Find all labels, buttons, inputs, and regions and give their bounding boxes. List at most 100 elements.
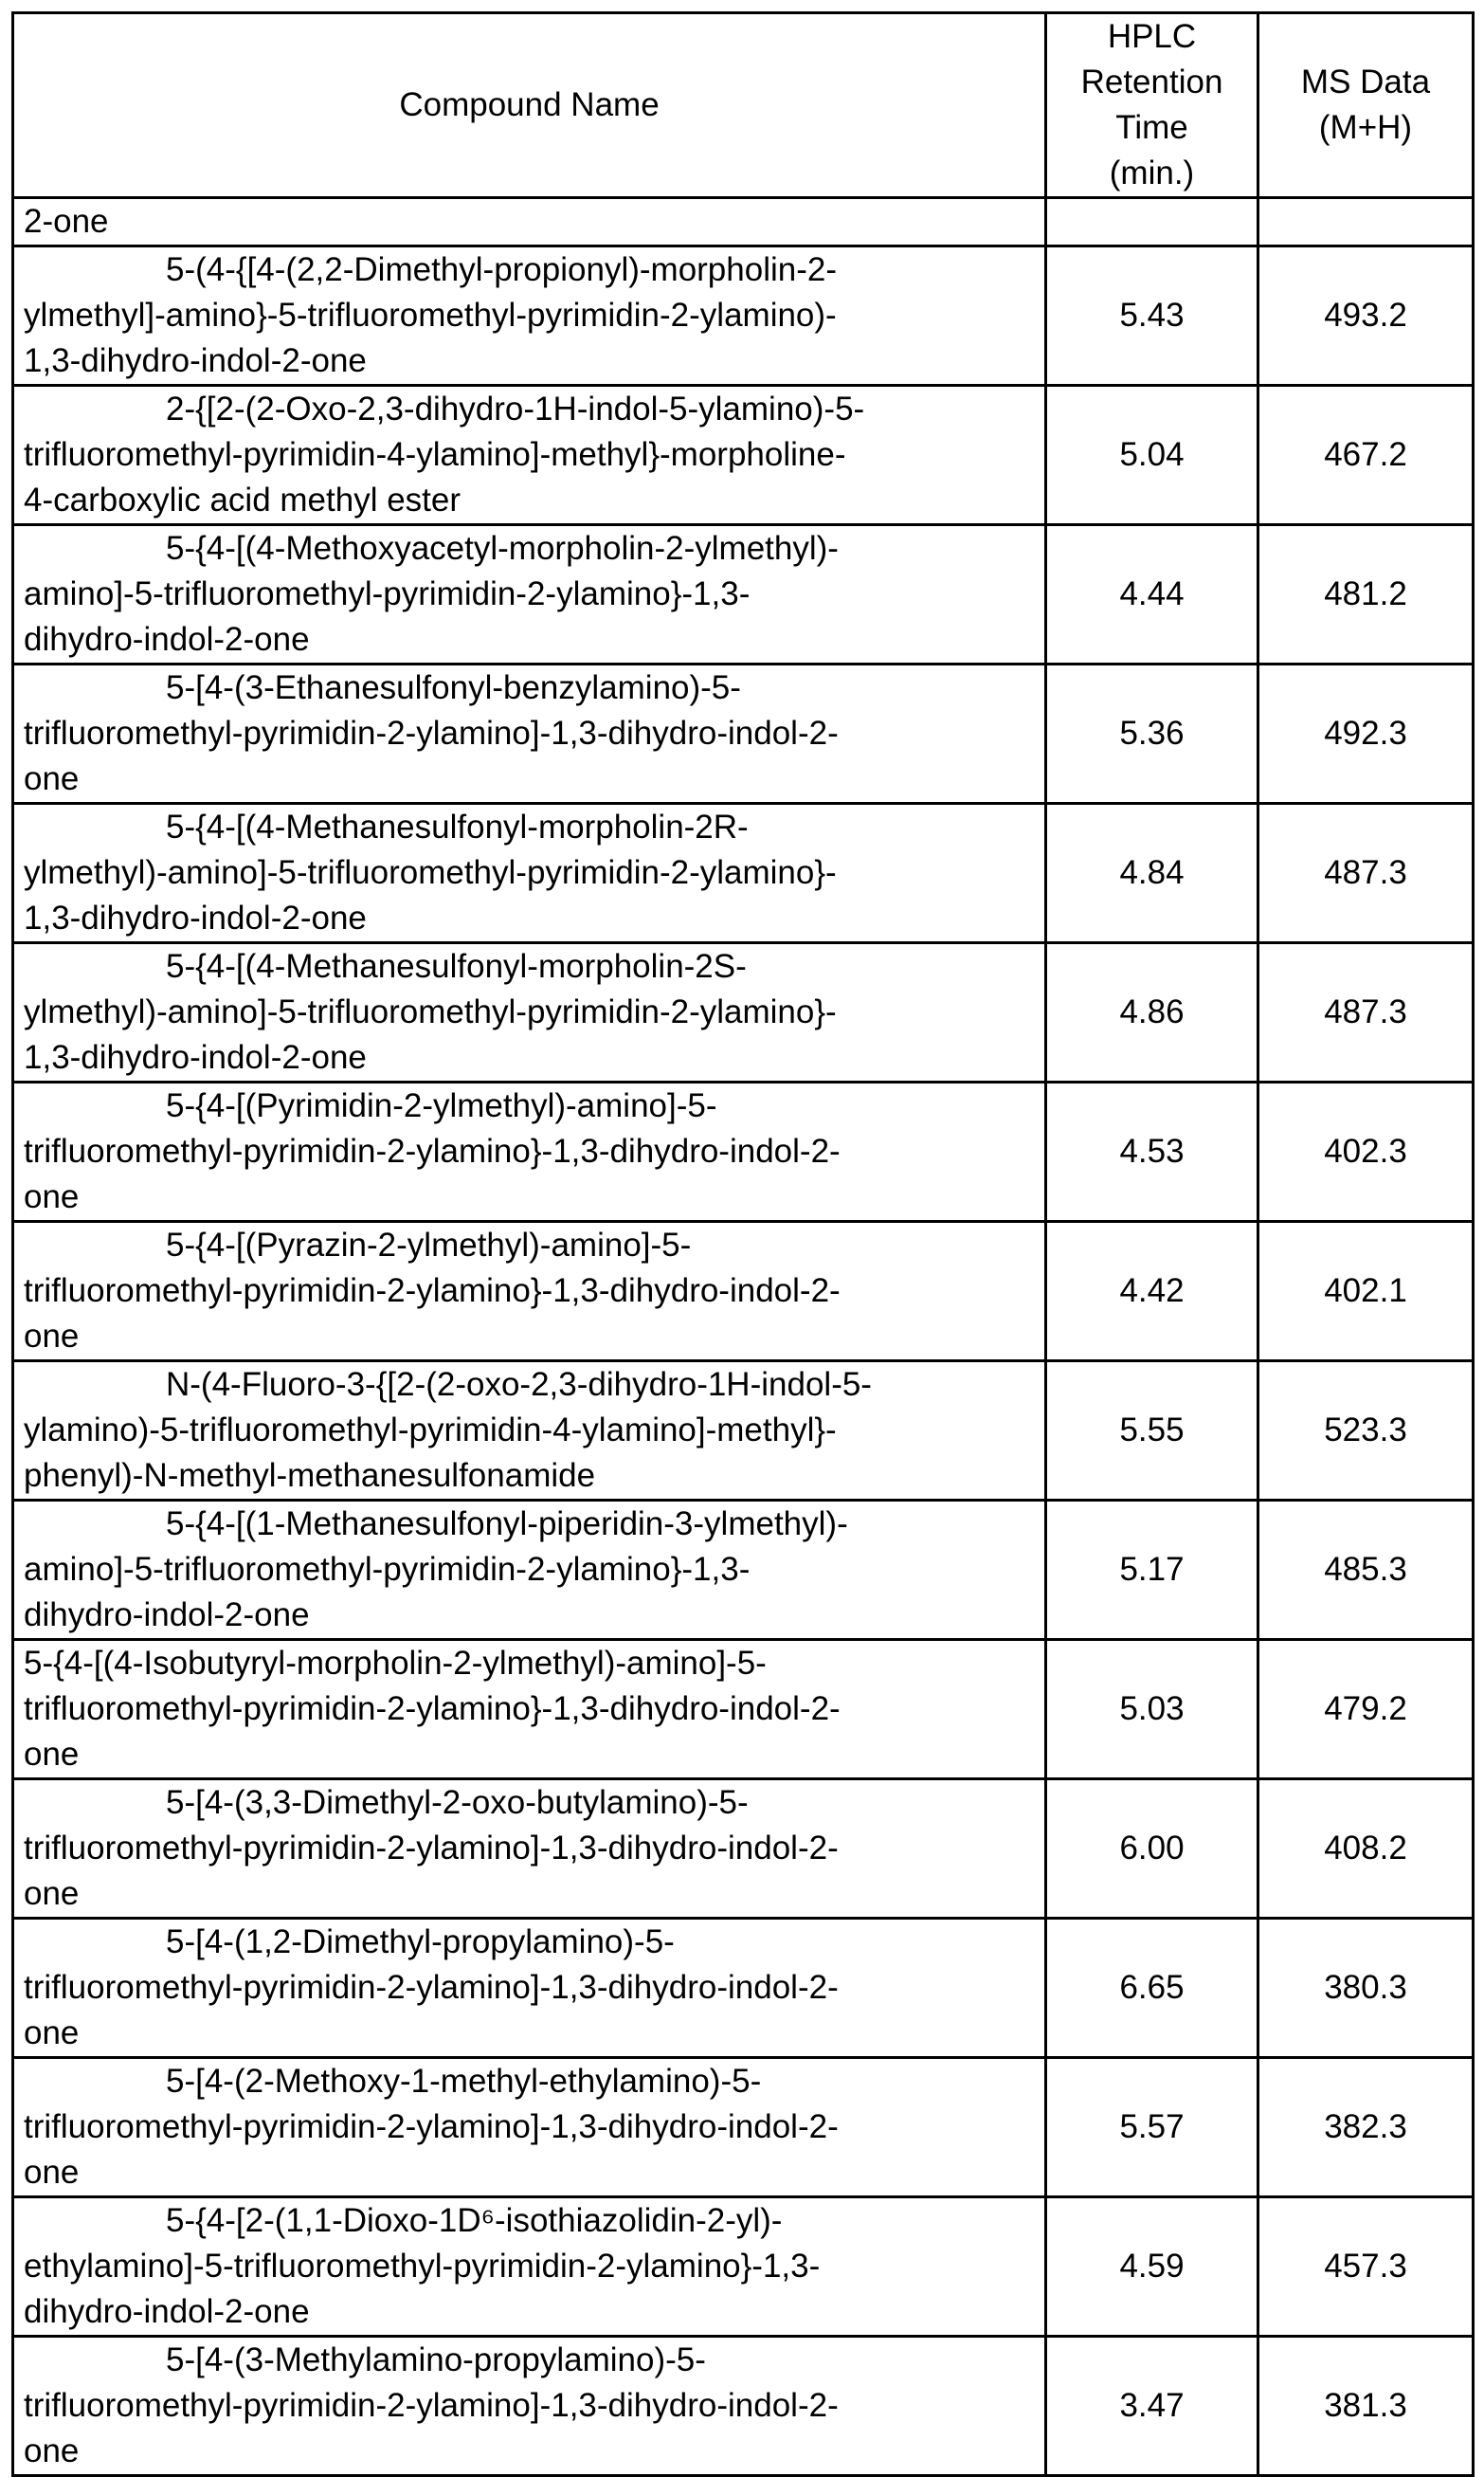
table-row: 5-{4-[(4-Methoxyacetyl-morpholin-2-ylmet… [13,525,1474,665]
compound-name-line: 5-{4-[2-(1,1-Dioxo-1D⁶-isothiazolidin-2-… [24,2198,1037,2244]
compound-name-line: 5-[4-(1,2-Dimethyl-propylamino)-5- [24,1920,1037,1965]
header-hplc-line: (min.) [1055,151,1249,196]
table-row: 5-{4-[(1-Methanesulfonyl-piperidin-3-ylm… [13,1501,1474,1640]
compound-name-line: 5-{4-[(Pyrimidin-2-ylmethyl)-amino]-5- [24,1084,1037,1129]
compound-name-cell: 2-{[2-(2-Oxo-2,3-dihydro-1H-indol-5-ylam… [13,386,1046,525]
hplc-cell: 4.53 [1046,1083,1258,1222]
compound-name-line: 5-{4-[(4-Methoxyacetyl-morpholin-2-ylmet… [24,526,1037,572]
table-row: 5-{4-[(Pyrimidin-2-ylmethyl)-amino]-5-tr… [13,1083,1474,1222]
ms-cell: 493.2 [1258,246,1474,386]
compound-name-cell: 5-{4-[(Pyrazin-2-ylmethyl)-amino]-5-trif… [13,1222,1046,1361]
compound-name-line: trifluoromethyl-pyrimidin-2-ylamino]-1,3… [24,2104,1037,2150]
hplc-cell: 3.47 [1046,2337,1258,2476]
compound-name-line: one [24,756,1037,802]
ms-cell: 381.3 [1258,2337,1474,2476]
compound-name-line: dihydro-indol-2-one [24,1593,1037,1638]
compound-name-cell: 2-one [13,198,1046,246]
ms-cell: 523.3 [1258,1361,1474,1501]
header-hplc-line: Time [1055,105,1249,151]
ms-cell: 487.3 [1258,804,1474,943]
ms-cell: 467.2 [1258,386,1474,525]
compound-name-line: 1,3-dihydro-indol-2-one [24,896,1037,941]
compound-name-line: 5-{4-[(1-Methanesulfonyl-piperidin-3-ylm… [24,1502,1037,1547]
compound-name-line: 5-[4-(3,3-Dimethyl-2-oxo-butylamino)-5- [24,1780,1037,1826]
compound-name-line: amino]-5-trifluoromethyl-pyrimidin-2-yla… [24,572,1037,617]
compound-name-cell: 5-[4-(2-Methoxy-1-methyl-ethylamino)-5-t… [13,2058,1046,2197]
compound-name-line: 2-one [24,199,1037,245]
header-row: Compound Name HPLC Retention Time (min.)… [13,13,1474,198]
ms-cell: 485.3 [1258,1501,1474,1640]
ms-cell: 402.3 [1258,1083,1474,1222]
compound-name-cell: 5-{4-[(4-Isobutyryl-morpholin-2-ylmethyl… [13,1640,1046,1779]
compound-name-line: trifluoromethyl-pyrimidin-2-ylamino}-1,3… [24,1686,1037,1732]
hplc-cell: 5.03 [1046,1640,1258,1779]
header-ms-data: MS Data (M+H) [1258,13,1474,198]
table-row: 5-{4-[(4-Methanesulfonyl-morpholin-2R-yl… [13,804,1474,943]
hplc-cell: 5.55 [1046,1361,1258,1501]
table-row: 2-{[2-(2-Oxo-2,3-dihydro-1H-indol-5-ylam… [13,386,1474,525]
table-row: 5-[4-(3-Ethanesulfonyl-benzylamino)-5-tr… [13,665,1474,804]
compound-name-line: 5-(4-{[4-(2,2-Dimethyl-propionyl)-morpho… [24,247,1037,293]
compound-name-line: amino]-5-trifluoromethyl-pyrimidin-2-yla… [24,1547,1037,1593]
compound-name-line: one [24,1732,1037,1777]
compound-name-line: dihydro-indol-2-one [24,2289,1037,2335]
compound-name-line: trifluoromethyl-pyrimidin-2-ylamino]-1,3… [24,2383,1037,2429]
ms-cell: 382.3 [1258,2058,1474,2197]
compound-name-line: dihydro-indol-2-one [24,617,1037,663]
compound-name-line: trifluoromethyl-pyrimidin-4-ylamino]-met… [24,432,1037,478]
ms-cell: 481.2 [1258,525,1474,665]
compound-name-line: 4-carboxylic acid methyl ester [24,478,1037,523]
compound-name-line: trifluoromethyl-pyrimidin-2-ylamino]-1,3… [24,1965,1037,2011]
hplc-cell: 5.36 [1046,665,1258,804]
compound-name-line: trifluoromethyl-pyrimidin-2-ylamino]-1,3… [24,711,1037,756]
ms-cell: 402.1 [1258,1222,1474,1361]
compound-name-line: N-(4-Fluoro-3-{[2-(2-oxo-2,3-dihydro-1H-… [24,1362,1037,1408]
compound-name-line: one [24,1314,1037,1359]
table-row: 5-[4-(3-Methylamino-propylamino)-5-trifl… [13,2337,1474,2476]
table-row: 5-[4-(1,2-Dimethyl-propylamino)-5-triflu… [13,1919,1474,2058]
compound-name-line: 5-[4-(3-Methylamino-propylamino)-5- [24,2338,1037,2383]
compound-name-cell: N-(4-Fluoro-3-{[2-(2-oxo-2,3-dihydro-1H-… [13,1361,1046,1501]
compound-name-line: one [24,2429,1037,2474]
compound-name-line: 2-{[2-(2-Oxo-2,3-dihydro-1H-indol-5-ylam… [24,387,1037,432]
hplc-cell: 4.44 [1046,525,1258,665]
hplc-cell: 6.65 [1046,1919,1258,2058]
hplc-cell: 4.86 [1046,943,1258,1083]
compound-name-line: 5-{4-[(4-Isobutyryl-morpholin-2-ylmethyl… [24,1641,1037,1686]
continuation-row: 2-one [13,198,1474,246]
header-compound-name: Compound Name [13,13,1046,198]
compound-name-line: 5-{4-[(4-Methanesulfonyl-morpholin-2R- [24,805,1037,850]
header-ms-line: (M+H) [1267,105,1464,151]
table-row: N-(4-Fluoro-3-{[2-(2-oxo-2,3-dihydro-1H-… [13,1361,1474,1501]
compound-name-cell: 5-{4-[(4-Methoxyacetyl-morpholin-2-ylmet… [13,525,1046,665]
ms-cell [1258,198,1474,246]
compound-name-line: ylmethyl)-amino]-5-trifluoromethyl-pyrim… [24,990,1037,1035]
hplc-cell: 5.43 [1046,246,1258,386]
compound-name-cell: 5-{4-[(1-Methanesulfonyl-piperidin-3-ylm… [13,1501,1046,1640]
header-hplc-line: Retention [1055,60,1249,105]
header-ms-line: MS Data [1267,60,1464,105]
compound-name-cell: 5-{4-[(4-Methanesulfonyl-morpholin-2R-yl… [13,804,1046,943]
ms-cell: 457.3 [1258,2197,1474,2337]
compound-name-cell: 5-[4-(1,2-Dimethyl-propylamino)-5-triflu… [13,1919,1046,2058]
hplc-cell: 5.04 [1046,386,1258,525]
table-row: 5-{4-[2-(1,1-Dioxo-1D⁶-isothiazolidin-2-… [13,2197,1474,2337]
compound-name-line: trifluoromethyl-pyrimidin-2-ylamino]-1,3… [24,1826,1037,1871]
header-hplc-retention-time: HPLC Retention Time (min.) [1046,13,1258,198]
hplc-cell: 6.00 [1046,1779,1258,1919]
compound-name-line: ylmethyl)-amino]-5-trifluoromethyl-pyrim… [24,850,1037,896]
hplc-cell: 4.59 [1046,2197,1258,2337]
compound-name-line: 5-{4-[(4-Methanesulfonyl-morpholin-2S- [24,944,1037,990]
compound-name-cell: 5-{4-[(Pyrimidin-2-ylmethyl)-amino]-5-tr… [13,1083,1046,1222]
ms-cell: 408.2 [1258,1779,1474,1919]
ms-cell: 492.3 [1258,665,1474,804]
hplc-cell: 4.84 [1046,804,1258,943]
hplc-cell: 4.42 [1046,1222,1258,1361]
compound-name-cell: 5-[4-(3-Methylamino-propylamino)-5-trifl… [13,2337,1046,2476]
compound-name-line: trifluoromethyl-pyrimidin-2-ylamino}-1,3… [24,1268,1037,1314]
header-hplc-line: HPLC [1055,14,1249,60]
compound-name-line: trifluoromethyl-pyrimidin-2-ylamino}-1,3… [24,1129,1037,1175]
compound-name-cell: 5-[4-(3,3-Dimethyl-2-oxo-butylamino)-5-t… [13,1779,1046,1919]
compound-name-cell: 5-(4-{[4-(2,2-Dimethyl-propionyl)-morpho… [13,246,1046,386]
compound-name-line: 5-{4-[(Pyrazin-2-ylmethyl)-amino]-5- [24,1223,1037,1268]
